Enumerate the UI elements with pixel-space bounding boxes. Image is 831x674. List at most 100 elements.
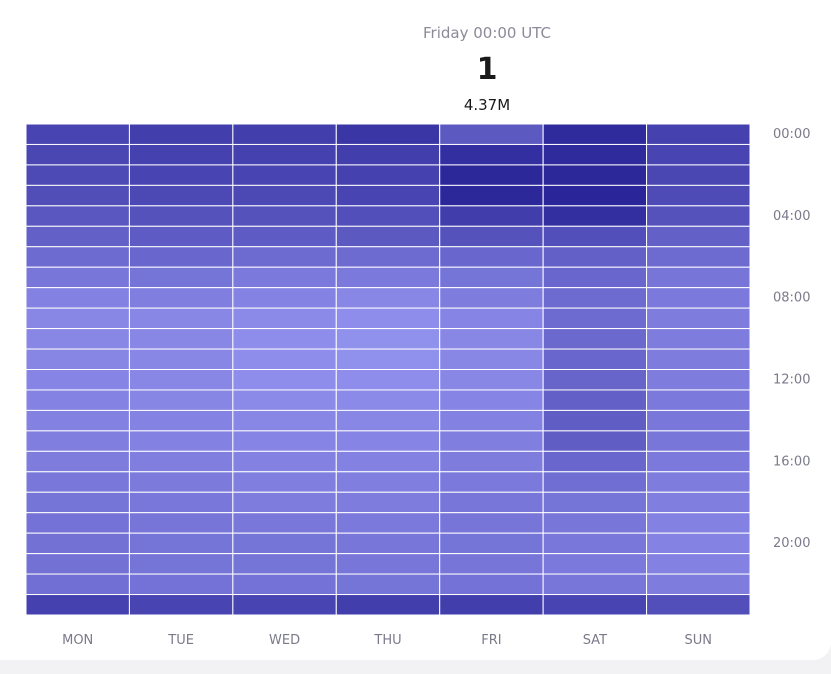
heatmap-cell-wed-1300[interactable]: [232, 389, 337, 411]
heatmap-cell-tue-1300[interactable]: [128, 389, 234, 411]
heatmap-cell-sun-0800[interactable]: [646, 287, 751, 309]
heatmap-cell-mon-0400[interactable]: [25, 205, 130, 227]
heatmap-cell-fri-0500[interactable]: [439, 225, 544, 248]
heatmap-cell-mon-0900[interactable]: [25, 307, 130, 330]
heatmap-cell-tue-1900[interactable]: [128, 512, 234, 534]
heatmap-cell-thu-1600[interactable]: [335, 450, 441, 473]
heatmap-cell-thu-1700[interactable]: [335, 471, 441, 493]
heatmap-cell-fri-0900[interactable]: [439, 307, 544, 330]
heatmap-cell-fri-1200[interactable]: [439, 369, 544, 391]
heatmap-cell-sat-1000[interactable]: [542, 328, 648, 350]
heatmap-cell-tue-1400[interactable]: [128, 409, 234, 432]
heatmap-cell-wed-1100[interactable]: [232, 348, 337, 370]
heatmap-cell-mon-0800[interactable]: [25, 287, 130, 309]
heatmap-cell-fri-1800[interactable]: [439, 491, 544, 514]
heatmap-cell-tue-1100[interactable]: [128, 348, 234, 370]
heatmap-cell-thu-0000[interactable]: [335, 123, 441, 145]
heatmap-cell-mon-2200[interactable]: [25, 573, 130, 596]
heatmap-cell-sat-1200[interactable]: [542, 369, 648, 391]
heatmap-cell-thu-0600[interactable]: [335, 246, 441, 268]
heatmap-cell-fri-0100[interactable]: [439, 143, 544, 166]
heatmap-cell-sun-1600[interactable]: [646, 450, 751, 473]
heatmap-cell-tue-1000[interactable]: [128, 328, 234, 350]
heatmap-cell-mon-0000[interactable]: [25, 123, 130, 145]
heatmap-cell-wed-0500[interactable]: [232, 225, 337, 248]
heatmap-cell-sat-1700[interactable]: [542, 471, 648, 493]
heatmap-cell-wed-1000[interactable]: [232, 328, 337, 350]
heatmap-cell-thu-0100[interactable]: [335, 143, 441, 166]
heatmap-cell-tue-0900[interactable]: [128, 307, 234, 330]
heatmap-cell-sun-0100[interactable]: [646, 143, 751, 166]
heatmap-cell-mon-1200[interactable]: [25, 369, 130, 391]
heatmap-cell-thu-0500[interactable]: [335, 225, 441, 248]
heatmap-cell-sun-1400[interactable]: [646, 409, 751, 432]
heatmap-cell-sat-1300[interactable]: [542, 389, 648, 411]
heatmap-cell-fri-2100[interactable]: [439, 553, 544, 575]
heatmap-cell-mon-2000[interactable]: [25, 532, 130, 555]
heatmap-cell-mon-1400[interactable]: [25, 409, 130, 432]
heatmap-cell-tue-0100[interactable]: [128, 143, 234, 166]
heatmap-cell-wed-0600[interactable]: [232, 246, 337, 268]
heatmap-cell-thu-1800[interactable]: [335, 491, 441, 514]
heatmap-cell-tue-2100[interactable]: [128, 553, 234, 575]
heatmap-cell-tue-1200[interactable]: [128, 369, 234, 391]
heatmap-cell-fri-1100[interactable]: [439, 348, 544, 370]
heatmap-cell-thu-2300[interactable]: [335, 594, 441, 616]
heatmap-cell-wed-0200[interactable]: [232, 164, 337, 186]
heatmap-cell-wed-2100[interactable]: [232, 553, 337, 575]
heatmap-cell-wed-1800[interactable]: [232, 491, 337, 514]
heatmap-cell-sun-1000[interactable]: [646, 328, 751, 350]
heatmap-cell-sun-0600[interactable]: [646, 246, 751, 268]
heatmap-cell-wed-1700[interactable]: [232, 471, 337, 493]
heatmap-cell-sun-2000[interactable]: [646, 532, 751, 555]
heatmap-cell-sun-1500[interactable]: [646, 430, 751, 452]
heatmap-cell-tue-2300[interactable]: [128, 594, 234, 616]
heatmap-cell-sat-2200[interactable]: [542, 573, 648, 596]
heatmap-cell-fri-1500[interactable]: [439, 430, 544, 452]
heatmap-cell-wed-1600[interactable]: [232, 450, 337, 473]
heatmap-cell-tue-0200[interactable]: [128, 164, 234, 186]
heatmap-cell-sat-0200[interactable]: [542, 164, 648, 186]
heatmap-cell-mon-0200[interactable]: [25, 164, 130, 186]
heatmap-cell-fri-0600[interactable]: [439, 246, 544, 268]
heatmap-cell-tue-1700[interactable]: [128, 471, 234, 493]
heatmap-cell-sat-0500[interactable]: [542, 225, 648, 248]
heatmap-cell-fri-1000[interactable]: [439, 328, 544, 350]
heatmap-cell-sun-0500[interactable]: [646, 225, 751, 248]
heatmap-cell-thu-1500[interactable]: [335, 430, 441, 452]
heatmap-cell-sat-0900[interactable]: [542, 307, 648, 330]
heatmap-cell-mon-1800[interactable]: [25, 491, 130, 514]
heatmap-cell-mon-1300[interactable]: [25, 389, 130, 411]
heatmap-cell-sun-1300[interactable]: [646, 389, 751, 411]
heatmap-cell-mon-0300[interactable]: [25, 184, 130, 207]
heatmap-cell-sun-1800[interactable]: [646, 491, 751, 514]
heatmap-cell-thu-0900[interactable]: [335, 307, 441, 330]
heatmap-cell-thu-0400[interactable]: [335, 205, 441, 227]
heatmap-cell-sun-0700[interactable]: [646, 266, 751, 289]
heatmap-cell-mon-2100[interactable]: [25, 553, 130, 575]
heatmap-cell-thu-1100[interactable]: [335, 348, 441, 370]
heatmap-cell-fri-2200[interactable]: [439, 573, 544, 596]
heatmap-cell-thu-1400[interactable]: [335, 409, 441, 432]
heatmap-cell-fri-2000[interactable]: [439, 532, 544, 555]
heatmap-cell-sun-1900[interactable]: [646, 512, 751, 534]
heatmap-cell-mon-1100[interactable]: [25, 348, 130, 370]
heatmap-cell-thu-2200[interactable]: [335, 573, 441, 596]
heatmap-cell-sat-1800[interactable]: [542, 491, 648, 514]
heatmap-cell-fri-1300[interactable]: [439, 389, 544, 411]
heatmap-cell-fri-1700[interactable]: [439, 471, 544, 493]
heatmap-cell-sat-1900[interactable]: [542, 512, 648, 534]
heatmap-cell-fri-0200[interactable]: [439, 164, 544, 186]
heatmap-cell-mon-0600[interactable]: [25, 246, 130, 268]
heatmap-cell-wed-0100[interactable]: [232, 143, 337, 166]
heatmap-cell-wed-0000[interactable]: [232, 123, 337, 145]
heatmap-cell-tue-2000[interactable]: [128, 532, 234, 555]
heatmap-cell-tue-1500[interactable]: [128, 430, 234, 452]
heatmap-cell-sun-2100[interactable]: [646, 553, 751, 575]
heatmap-cell-sat-0700[interactable]: [542, 266, 648, 289]
heatmap-cell-tue-0300[interactable]: [128, 184, 234, 207]
heatmap-cell-tue-1600[interactable]: [128, 450, 234, 473]
heatmap-cell-sat-1500[interactable]: [542, 430, 648, 452]
heatmap-chart[interactable]: MON TUE WED THU FRI SAT SUN 00:00 04:00 08:00 12:0…: [0, 0, 831, 660]
heatmap-cell-sat-0400[interactable]: [542, 205, 648, 227]
